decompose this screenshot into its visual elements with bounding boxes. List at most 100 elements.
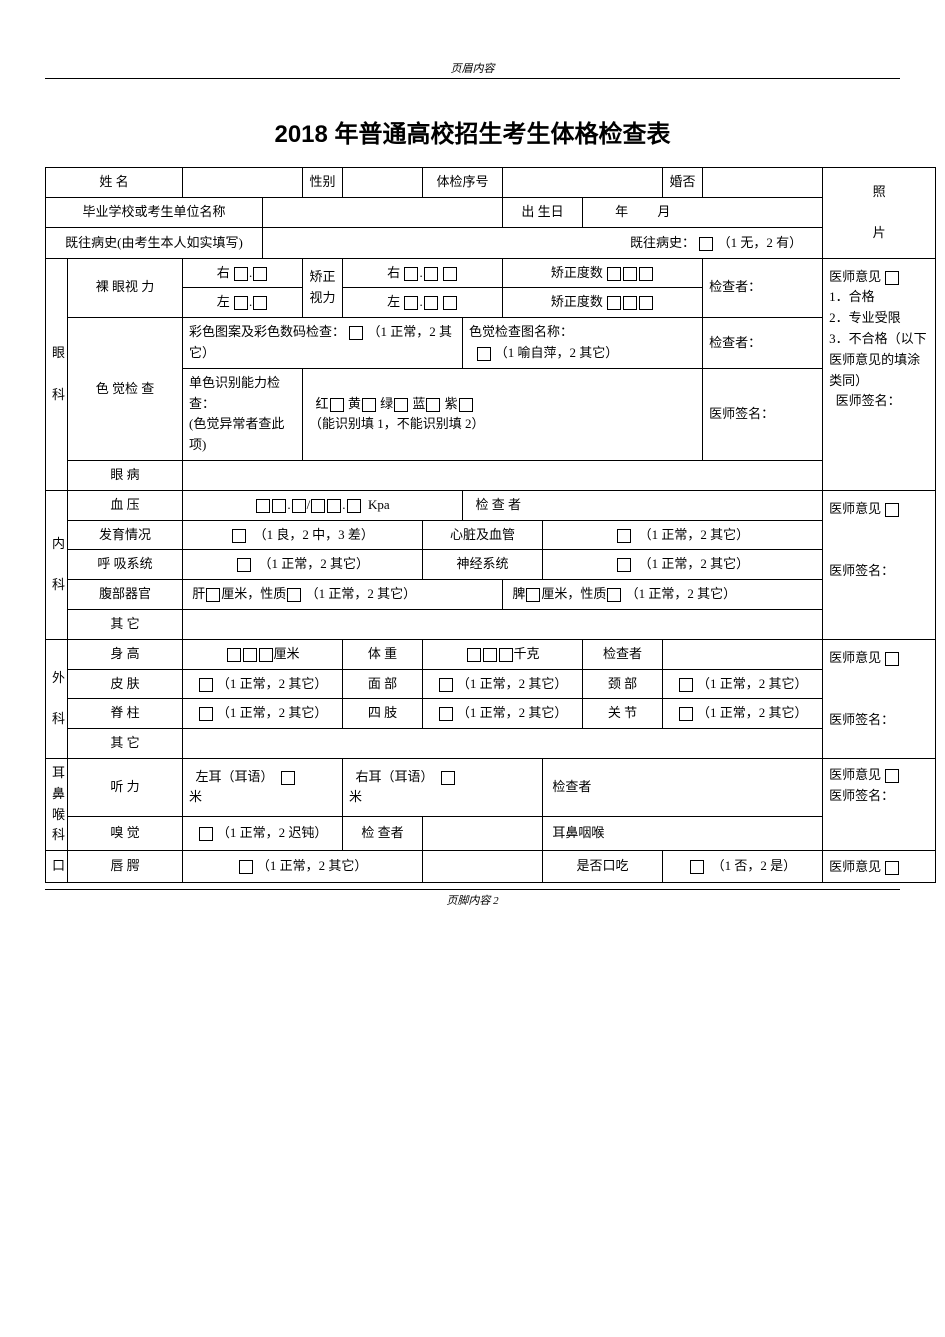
surg-height-row: 外科 身 高 厘米 体 重 千克 检查者 医师意见 医师签名： [46,639,936,669]
ent-opinion: 医师意见 医师签名： [823,758,936,850]
smell-field[interactable]: （1 正常，2 迟钝） [183,816,343,850]
eye-disease-row: 眼 病 [46,460,936,490]
corrected-label: 矫正视力 [303,258,343,318]
gender-label: 性别 [303,168,343,198]
spine-field[interactable]: （1 正常，2 其它） [183,699,343,729]
corrected-left[interactable]: 左 . [343,288,503,318]
int-other-field[interactable] [183,609,823,639]
row-basic: 姓 名 性别 体检序号 婚否 照 片 [46,168,936,198]
surg-other-row: 其 它 [46,729,936,759]
lip-field[interactable]: （1 正常，2 其它） [183,851,423,883]
color-vision-label: 色 觉检 查 [68,318,183,461]
row-school: 毕业学校或考生单位名称 出 生日 年 月 [46,198,936,228]
skin-field[interactable]: （1 正常，2 其它） [183,669,343,699]
eye-color-row1: 色 觉检 查 彩色图案及彩色数码检查： （1 正常，2 其它） 色觉检查图名称：… [46,318,936,369]
height-field[interactable]: 厘米 [183,639,343,669]
eye-examiner: 检查者： [703,258,823,318]
ent-smell-row: 嗅 觉 （1 正常，2 迟钝） 检 查者 耳鼻咽喉 [46,816,936,850]
color-examiner: 检查者： [703,318,823,369]
spine-label: 脊 柱 [68,699,183,729]
surg-skin-row: 皮 肤 （1 正常，2 其它） 面 部 （1 正常，2 其它） 颈 部 （1 正… [46,669,936,699]
int-dev-row: 发育情况 （1 良，2 中，3 差） 心脏及血管 （1 正常，2 其它） [46,520,936,550]
degree-left[interactable]: 矫正度数 [503,288,703,318]
opinion-block: 医师意见 1．合格 2．专业受限 3．不合格（以下医师意见的填涂类同） 医师签名… [823,258,936,490]
surg-examiner-field[interactable] [663,639,823,669]
marital-field[interactable] [703,168,823,198]
school-field[interactable] [263,198,503,228]
stutter-field[interactable]: （1 否，2 是） [663,851,823,883]
examno-label: 体检序号 [423,168,503,198]
spleen-field[interactable]: 脾厘米，性质 （1 正常，2 其它） [503,580,823,610]
name-label: 姓 名 [46,168,183,198]
ent-throat: 耳鼻咽喉 [543,816,823,850]
liver-field[interactable]: 肝厘米，性质 （1 正常，2 其它） [183,580,503,610]
weight-field[interactable]: 千克 [423,639,583,669]
naked-vision-label: 裸 眼视 力 [68,258,183,318]
surg-spine-row: 脊 柱 （1 正常，2 其它） 四 肢 （1 正常，2 其它） 关 节 （1 正… [46,699,936,729]
degree-right[interactable]: 矫正度数 [503,258,703,288]
color-chart[interactable]: 色觉检查图名称： （1 喻自萍，2 其它） [463,318,703,369]
eye-section-label: 眼科 [46,258,68,490]
heart-label: 心脏及血管 [423,520,543,550]
page-container: 页眉内容 2018 年普通高校招生考生体格检查表 姓 名 性别 体检序号 婚否 … [0,0,945,948]
neck-field[interactable]: （1 正常，2 其它） [663,669,823,699]
photo-text2: 片 [873,225,886,240]
oral-row: 口 唇 腭 （1 正常，2 其它） 是否口吃 （1 否，2 是） 医师意见 [46,851,936,883]
color-pattern[interactable]: 彩色图案及彩色数码检查： （1 正常，2 其它） [183,318,463,369]
eye-disease-field[interactable] [183,460,823,490]
lip-label: 唇 腭 [68,851,183,883]
bp-field[interactable]: ./. Kpa [183,490,463,520]
nerve-field[interactable]: （1 正常，2 其它） [543,550,823,580]
checkbox-icon[interactable] [699,237,713,251]
surg-examiner-label: 检查者 [583,639,663,669]
face-field[interactable]: （1 正常，2 其它） [423,669,583,699]
neck-label: 颈 部 [583,669,663,699]
smell-label: 嗅 觉 [68,816,183,850]
surg-other-field[interactable] [183,729,823,759]
oral-section-label: 口 [46,851,68,883]
history-field[interactable]: 既往病史： （1 无，2 有） [263,228,823,258]
naked-left[interactable]: 左 . [183,288,303,318]
stutter-label: 是否口吃 [543,851,663,883]
surg-opinion: 医师意见 医师签名： [823,639,936,758]
left-ear-field[interactable]: 左耳（耳语） 米 [183,758,343,816]
row-history: 既往病史(由考生本人如实填写) 既往病史： （1 无，2 有） [46,228,936,258]
dev-field[interactable]: （1 良，2 中，3 差） [183,520,423,550]
joint-field[interactable]: （1 正常，2 其它） [663,699,823,729]
ent-section-label: 耳鼻喉科 [46,758,68,850]
gender-field[interactable] [343,168,423,198]
right-ear-field[interactable]: 右耳（耳语） 米 [343,758,543,816]
dev-label: 发育情况 [68,520,183,550]
school-label: 毕业学校或考生单位名称 [46,198,263,228]
page-title: 2018 年普通高校招生考生体格检查表 [45,114,900,149]
birth-label: 出 生日 [503,198,583,228]
int-abd-row: 腹部器官 肝厘米，性质 （1 正常，2 其它） 脾厘米，性质 （1 正常，2 其… [46,580,936,610]
limbs-field[interactable]: （1 正常，2 其它） [423,699,583,729]
single-color-label: 单色识别能力检查： (色觉异常者查此项) [183,368,303,460]
eye-row1: 眼科 裸 眼视 力 右 . 矫正视力 右 . 矫正度数 检查者： 医师意见 1．… [46,258,936,288]
bp-label: 血 压 [68,490,183,520]
bp-examiner: 检 查 者 [463,490,823,520]
corrected-right[interactable]: 右 . [343,258,503,288]
resp-field[interactable]: （1 正常，2 其它） [183,550,423,580]
form-table: 姓 名 性别 体检序号 婚否 照 片 毕业学校或考生单位名称 出 生日 年 月 [45,167,936,883]
page-footer: 页脚内容 2 [45,889,900,908]
naked-right[interactable]: 右 . [183,258,303,288]
oral-opinion: 医师意见 [823,851,936,883]
nerve-label: 神经系统 [423,550,543,580]
birth-field[interactable]: 年 月 [583,198,823,228]
examno-field[interactable] [503,168,663,198]
photo-area: 照 片 [823,168,936,259]
surg-other-label: 其 它 [68,729,183,759]
name-field[interactable] [183,168,303,198]
heart-field[interactable]: （1 正常，2 其它） [543,520,823,550]
surgery-section-label: 外科 [46,639,68,758]
ent-examiner2-field[interactable] [423,816,543,850]
single-color-boxes[interactable]: 红 黄 绿 蓝 紫 （能识别填 1，不能识别填 2） [303,368,703,460]
int-other-row: 其 它 [46,609,936,639]
int-bp-row: 内科 血 压 ./. Kpa 检 查 者 医师意见 医师签名： [46,490,936,520]
ent-examiner2-label: 检 查者 [343,816,423,850]
limbs-label: 四 肢 [343,699,423,729]
weight-label: 体 重 [343,639,423,669]
int-other-label: 其 它 [68,609,183,639]
